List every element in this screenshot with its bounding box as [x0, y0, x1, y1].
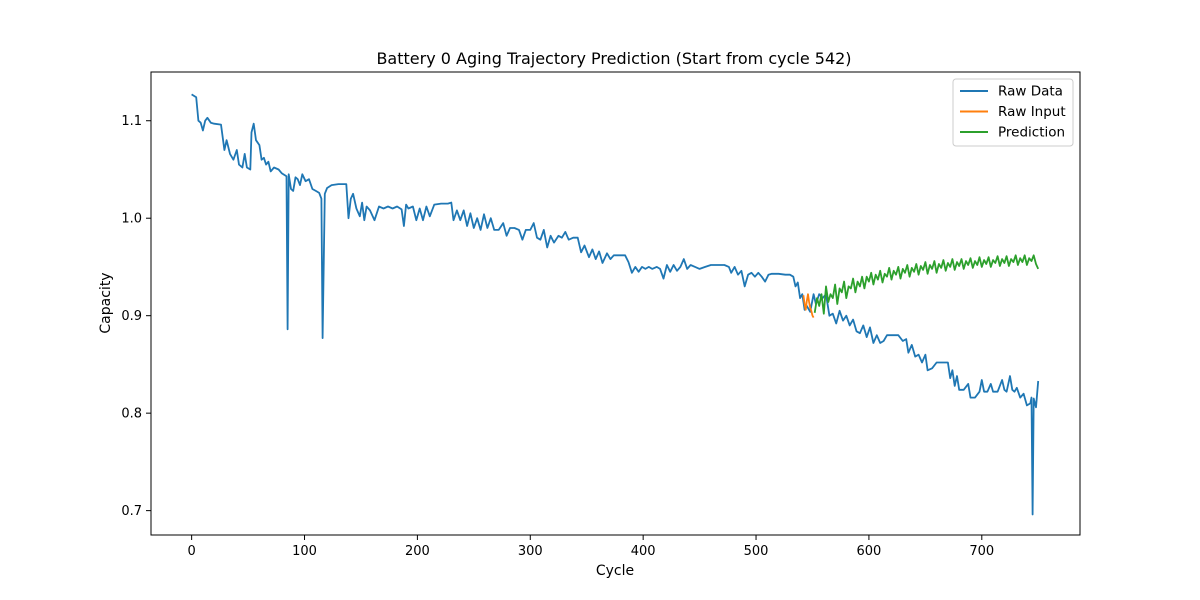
y-tick-label: 1.0 — [121, 212, 142, 227]
x-tick-label: 100 — [292, 544, 317, 559]
x-tick-label: 600 — [857, 544, 882, 559]
legend-entry: Raw Data — [998, 84, 1063, 100]
legend: Raw Data Raw Input Prediction — [952, 78, 1074, 147]
plot-background — [151, 72, 1080, 535]
x-axis-ticks: 0 100 200 300 400 500 600 700 — [187, 535, 994, 559]
x-tick-label: 500 — [744, 544, 769, 559]
x-tick-label: 200 — [405, 544, 430, 559]
y-tick-label: 0.8 — [121, 407, 142, 422]
series-line-raw-data — [191, 93, 1040, 516]
x-tick-label: 300 — [518, 544, 543, 559]
x-tick-label: 700 — [969, 544, 994, 559]
y-tick-label: 0.9 — [121, 309, 142, 324]
y-axis-ticks: 0.7 0.8 0.9 1.0 1.1 — [121, 114, 151, 519]
series-line-raw-input — [802, 293, 815, 319]
legend-entry: Prediction — [998, 125, 1065, 141]
plot-area — [150, 71, 1081, 536]
x-tick-label: 0 — [187, 544, 195, 559]
x-axis-label: Cycle — [596, 563, 634, 579]
series-layer — [191, 93, 1040, 516]
legend-frame — [952, 78, 1074, 147]
legend-entry: Raw Input — [998, 104, 1066, 120]
y-tick-label: 1.1 — [121, 114, 142, 129]
plot-frame — [150, 71, 1081, 536]
y-axis-label: Capacity — [98, 272, 114, 333]
series-line-prediction — [813, 254, 1040, 315]
chart-title: Battery 0 Aging Trajectory Prediction (S… — [376, 49, 851, 68]
x-tick-label: 400 — [631, 544, 656, 559]
y-tick-label: 0.7 — [121, 504, 142, 519]
